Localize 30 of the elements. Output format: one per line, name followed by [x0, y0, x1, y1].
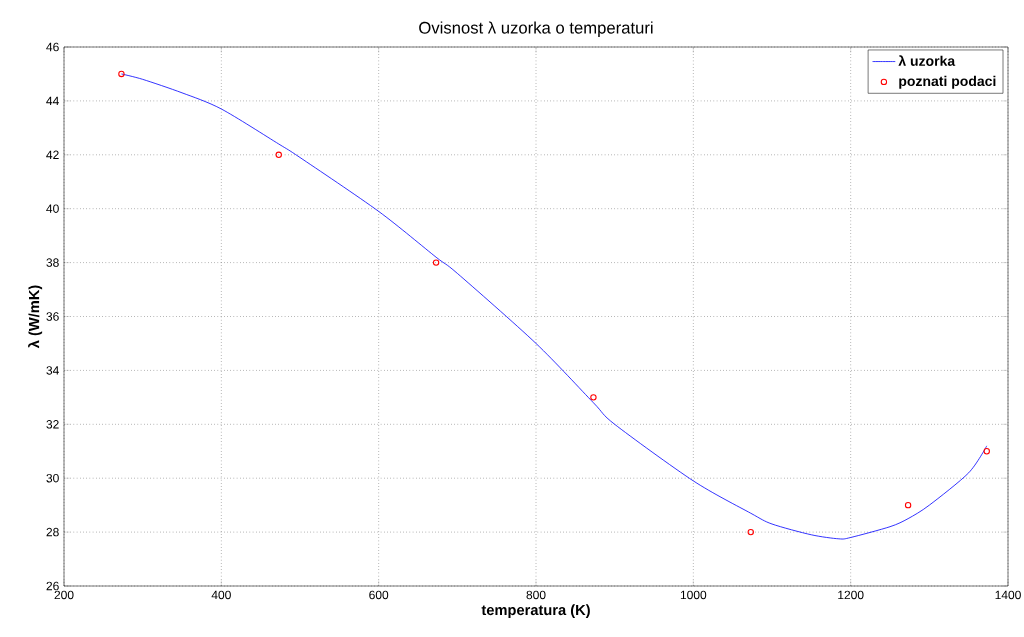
y-tick-label: 42 [46, 150, 59, 159]
y-tick-label: 30 [46, 473, 59, 483]
x-axis-title: temperatura (K) [481, 604, 590, 619]
point [747, 528, 754, 536]
point [983, 448, 990, 455]
y-tick-label: 36 [46, 312, 59, 321]
y-tick-label: 38 [46, 258, 59, 267]
point [432, 259, 440, 266]
x-tick-label: 200 [54, 590, 74, 600]
y-tick-label: 26 [46, 581, 59, 591]
point [275, 151, 282, 159]
x-tick-label: 400 [211, 590, 231, 600]
y-tick-label: 40 [46, 204, 59, 213]
x-tick-label: 600 [369, 590, 389, 600]
x-tick-label: 1400 [995, 590, 1021, 600]
chart-title: Ovisnost λ uzorka o temperaturi [419, 21, 653, 37]
point [904, 501, 912, 509]
legend-label: λ uzorka [898, 55, 956, 66]
y-tick-label: 28 [46, 527, 59, 537]
point [118, 70, 125, 78]
point [590, 394, 597, 401]
y-tick-label: 44 [46, 96, 59, 106]
x-tick-label: 1200 [838, 590, 864, 600]
x-tick-label: 1000 [680, 590, 707, 600]
y-tick-label: 46 [46, 42, 59, 52]
x-tick-label: 800 [526, 590, 546, 600]
legend-label: poznati podaci [899, 75, 996, 89]
y-tick-label: 34 [46, 366, 59, 375]
y-tick-label: 32 [46, 420, 59, 429]
y-axis-title: λ (W/mK) [28, 285, 43, 349]
